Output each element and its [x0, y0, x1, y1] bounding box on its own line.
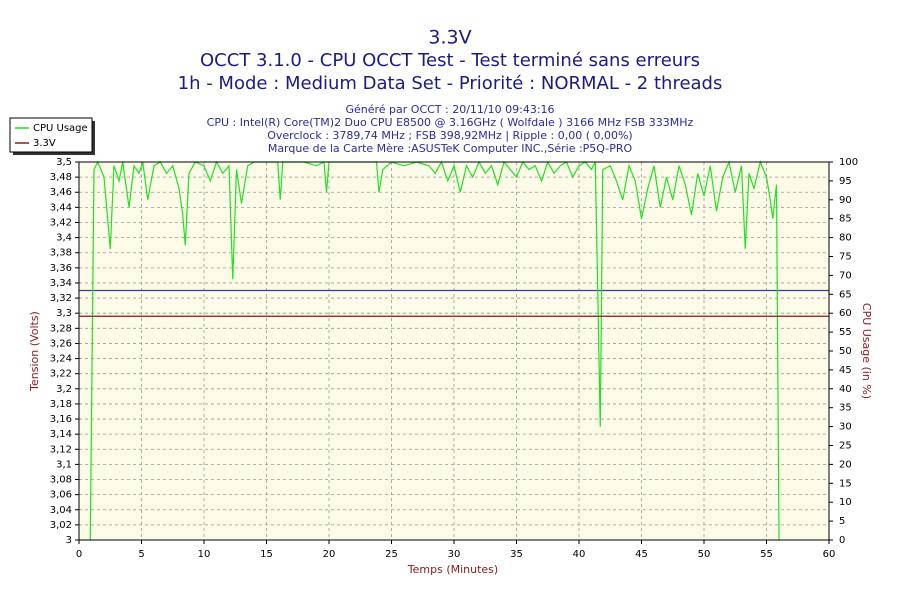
y2-tick-label: 60 — [839, 308, 852, 319]
y-tick-label: 3,16 — [50, 414, 72, 425]
y2-axis-label: CPU Usage (in %) — [860, 303, 873, 399]
y2-tick-label: 100 — [839, 157, 858, 168]
y-tick-label: 3,42 — [50, 217, 72, 228]
chart-subtitle: 1h - Mode : Medium Data Set - Priorité :… — [178, 73, 723, 94]
y-tick-label: 3,18 — [50, 399, 72, 410]
x-tick-label: 60 — [823, 549, 836, 560]
series-line — [89, 159, 780, 541]
y2-tick-label: 25 — [839, 441, 852, 452]
y2-tick-label: 80 — [839, 233, 852, 244]
x-tick-label: 30 — [448, 549, 461, 560]
y2-tick-label: 45 — [839, 365, 852, 376]
y2-tick-label: 90 — [839, 195, 852, 206]
y2-tick-label: 95 — [839, 176, 852, 187]
y-tick-label: 3,34 — [50, 278, 72, 289]
y2-tick-label: 0 — [839, 535, 845, 546]
y2-tick-label: 5 — [839, 516, 845, 527]
y-tick-label: 3,06 — [50, 490, 72, 501]
y2-tick-label: 55 — [839, 327, 852, 338]
y2-tick-label: 30 — [839, 422, 852, 433]
info-line: Marque de la Carte Mère :ASUSTeK Compute… — [268, 142, 633, 155]
y-tick-label: 3,08 — [50, 475, 72, 486]
x-tick-label: 55 — [760, 549, 773, 560]
y-tick-label: 3,48 — [50, 172, 72, 183]
y-axis-label: Tension (Volts) — [28, 311, 41, 392]
x-tick-label: 35 — [510, 549, 523, 560]
info-line: Généré par OCCT : 20/11/10 09:43:16 — [345, 103, 554, 116]
x-tick-label: 5 — [138, 549, 144, 560]
y2-tick-label: 50 — [839, 346, 852, 357]
y-tick-label: 3,3 — [56, 308, 72, 319]
y2-tick-label: 75 — [839, 252, 852, 263]
y-tick-label: 3,04 — [50, 505, 72, 516]
y-tick-label: 3,1 — [56, 459, 72, 470]
y-tick-label: 3,26 — [50, 338, 72, 349]
chart-title: 3.3V — [428, 27, 471, 49]
x-tick-label: 25 — [385, 549, 398, 560]
y-tick-label: 3 — [66, 535, 72, 546]
x-tick-label: 0 — [76, 549, 82, 560]
y-tick-label: 3,38 — [50, 248, 72, 259]
x-tick-label: 40 — [573, 549, 586, 560]
y-tick-label: 3,02 — [50, 520, 72, 531]
x-axis-label: Temps (Minutes) — [407, 563, 498, 576]
y2-tick-label: 40 — [839, 384, 852, 395]
y-tick-label: 3,22 — [50, 369, 72, 380]
y-tick-label: 3,4 — [56, 233, 72, 244]
y2-tick-label: 65 — [839, 289, 852, 300]
plot-frame — [78, 161, 830, 541]
legend-box — [9, 117, 93, 153]
y2-tick-label: 70 — [839, 270, 852, 281]
chart-subtitle: OCCT 3.1.0 - CPU OCCT Test - Test termin… — [200, 50, 700, 71]
x-tick-label: 15 — [260, 549, 273, 560]
x-tick-label: 10 — [198, 549, 211, 560]
y2-tick-label: 10 — [839, 497, 852, 508]
y2-tick-label: 35 — [839, 403, 852, 414]
y-tick-label: 3,36 — [50, 263, 72, 274]
info-line: Overclock : 3789,74 MHz ; FSB 398,92MHz … — [267, 129, 632, 142]
y2-tick-label: 20 — [839, 459, 852, 470]
y-tick-label: 3,24 — [50, 354, 72, 365]
y-tick-label: 3,32 — [50, 293, 72, 304]
y-tick-label: 3,5 — [56, 157, 72, 168]
y-tick-label: 3,14 — [50, 429, 72, 440]
y-tick-label: 3,44 — [50, 202, 72, 213]
y-tick-label: 3,12 — [50, 444, 72, 455]
y2-tick-label: 15 — [839, 478, 852, 489]
x-tick-label: 20 — [323, 549, 336, 560]
y-tick-label: 3,46 — [50, 187, 72, 198]
legend-label: CPU Usage — [33, 123, 88, 134]
y2-tick-label: 85 — [839, 214, 852, 225]
legend-label: 3.3V — [33, 138, 56, 149]
x-tick-label: 50 — [698, 549, 711, 560]
info-line: CPU : Intel(R) Core(TM)2 Duo CPU E8500 @… — [207, 116, 694, 129]
y-tick-label: 3,28 — [50, 323, 72, 334]
y-tick-label: 3,2 — [56, 384, 72, 395]
x-tick-label: 45 — [635, 549, 648, 560]
